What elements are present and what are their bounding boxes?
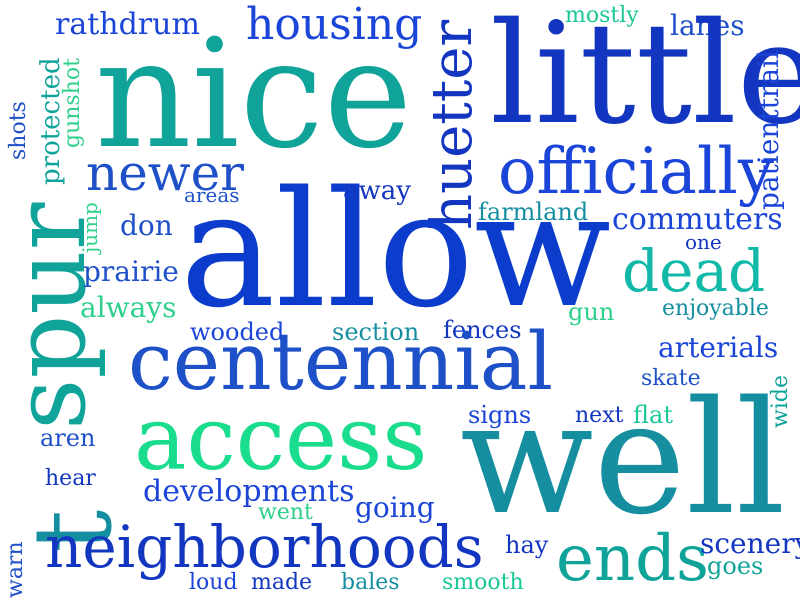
word-rathdrum: rathdrum [55, 7, 200, 42]
word-arterials: arterials [658, 331, 779, 364]
word-nice: nice [95, 8, 413, 182]
word-enjoyable: enjoyable [662, 296, 769, 321]
word-developments: developments [143, 474, 355, 509]
word-goes: goes [707, 552, 764, 580]
word-warn: warn [3, 541, 28, 598]
word-skate: skate [641, 366, 701, 391]
word-made: made [251, 570, 313, 595]
word-areas: areas [184, 183, 240, 207]
word-always: always [80, 291, 177, 324]
word-little: little [490, 0, 800, 156]
word-gunshot: gunshot [60, 58, 85, 148]
word-scenery: scenery [700, 527, 800, 560]
word-centennial: centennial [128, 315, 554, 408]
word-well: well [460, 367, 786, 549]
word-neighborhoods: neighborhoods [45, 513, 484, 581]
word-next: next [575, 403, 624, 428]
word-lanes: lanes [670, 9, 745, 42]
word-ends: ends [556, 522, 709, 596]
word-officially: officially [498, 135, 775, 209]
word-went: went [258, 500, 313, 525]
word-commuters: commuters [612, 202, 783, 237]
word-aren: aren [40, 424, 96, 452]
word-fences: fences [443, 316, 522, 344]
word-hay: hay [505, 531, 549, 559]
word-smooth: smooth [442, 570, 524, 595]
word-hear: hear [45, 466, 96, 491]
word-allow: allow [180, 156, 612, 343]
word-don: don [120, 209, 173, 242]
word-housing: housing [246, 0, 423, 50]
word-signs: signs [468, 401, 532, 429]
word-mostly: mostly [565, 3, 639, 28]
word-going: going [355, 491, 435, 524]
word-prairie: prairie [83, 255, 179, 288]
word-flat: flat [633, 401, 673, 429]
word-access: access [134, 387, 428, 490]
word-farmland: farmland [478, 198, 589, 226]
word-dead: dead [622, 237, 766, 305]
word-gun: gun [568, 298, 615, 326]
word-jump: jump [78, 202, 102, 253]
word-wooded: wooded [190, 318, 285, 346]
word-bales: bales [341, 570, 400, 595]
word-newer: newer [86, 144, 245, 202]
word-section: section [332, 318, 420, 346]
word-one: one [685, 230, 722, 254]
word-shots: shots [6, 101, 31, 160]
word-loud: loud [189, 570, 238, 595]
word-away: away [343, 176, 411, 206]
